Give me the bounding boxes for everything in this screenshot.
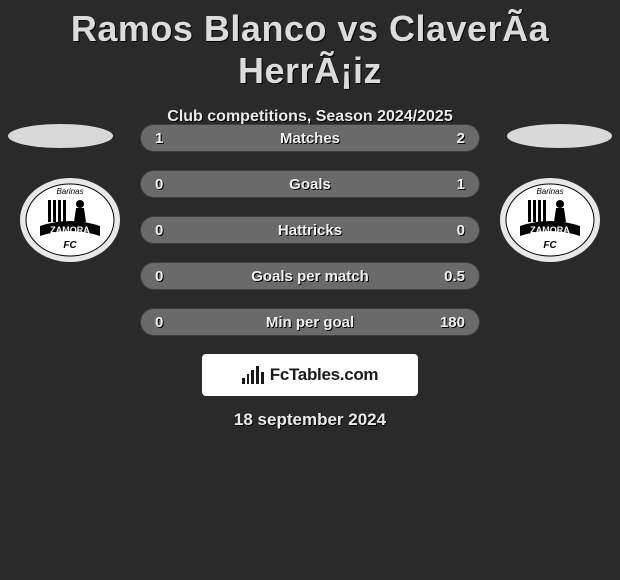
brand-name: FcTables.com	[270, 365, 379, 385]
page-title: Ramos Blanco vs ClaverÃ­a HerrÃ¡iz	[0, 0, 620, 92]
stat-right-value: 1	[457, 171, 465, 199]
badge-top-text: Barinas	[536, 187, 563, 196]
stats-table: 1 Matches 2 0 Goals 1 0 Hattricks 0 0 Go…	[140, 124, 480, 354]
brand-logo-box: FcTables.com	[202, 354, 418, 396]
stat-right-value: 180	[440, 309, 465, 337]
stat-label: Hattricks	[141, 217, 479, 245]
date-text: 18 september 2024	[0, 410, 620, 430]
badge-suffix: FC	[543, 240, 557, 251]
badge-suffix: FC	[63, 240, 77, 251]
team-badge-svg: Barinas ZAMORA FC	[500, 178, 600, 263]
team-badge-svg: Barinas ZAMORA FC	[20, 178, 120, 263]
left-team-badge: Barinas ZAMORA FC	[20, 178, 120, 263]
right-team-badge: Barinas ZAMORA FC	[500, 178, 600, 263]
right-ellipse-decor	[507, 124, 612, 148]
stat-right-value: 0	[457, 217, 465, 245]
badge-top-text: Barinas	[56, 187, 83, 196]
brand-bars-icon	[242, 366, 264, 384]
left-ellipse-decor	[8, 124, 113, 148]
stat-row: 0 Min per goal 180	[140, 308, 480, 336]
stat-label: Goals	[141, 171, 479, 199]
stat-label: Min per goal	[141, 309, 479, 337]
stat-row: 0 Hattricks 0	[140, 216, 480, 244]
stat-label: Matches	[141, 125, 479, 153]
stat-row: 1 Matches 2	[140, 124, 480, 152]
stat-row: 0 Goals 1	[140, 170, 480, 198]
badge-main-text: ZAMORA	[530, 225, 570, 235]
stat-label: Goals per match	[141, 263, 479, 291]
stat-right-value: 0.5	[444, 263, 465, 291]
badge-main-text: ZAMORA	[50, 225, 90, 235]
stat-right-value: 2	[457, 125, 465, 153]
stat-row: 0 Goals per match 0.5	[140, 262, 480, 290]
